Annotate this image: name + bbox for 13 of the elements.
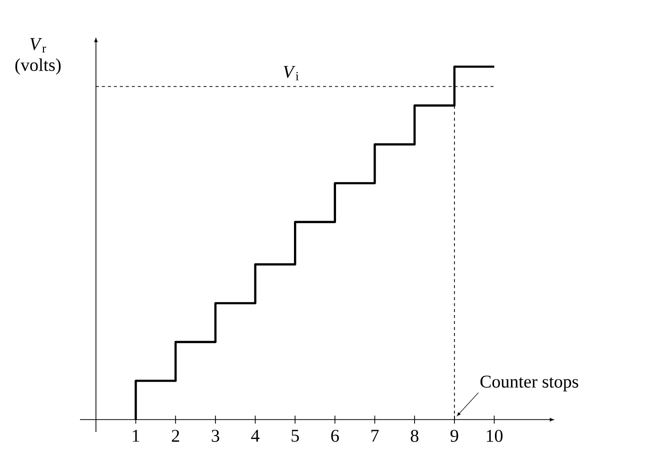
x-tick-label: 9 <box>450 430 458 442</box>
x-tick-label: 8 <box>410 430 418 442</box>
x-tick-label: 2 <box>172 430 180 442</box>
ref-line-label: V$_{i}$ <box>284 66 299 80</box>
y-axis-title: V$_{r}$ (volts) <box>15 38 61 75</box>
x-tick-label: 5 <box>292 430 299 442</box>
x-tick-label: 3 <box>212 430 220 442</box>
x-tick-label: 10 <box>486 430 503 442</box>
x-tick-label: 6 <box>331 430 339 442</box>
x-tick-label: 4 <box>251 430 260 442</box>
x-tick-label: 1 <box>132 430 140 442</box>
x-tick-label: 7 <box>371 430 379 442</box>
annotation: Counter stops <box>480 376 578 392</box>
